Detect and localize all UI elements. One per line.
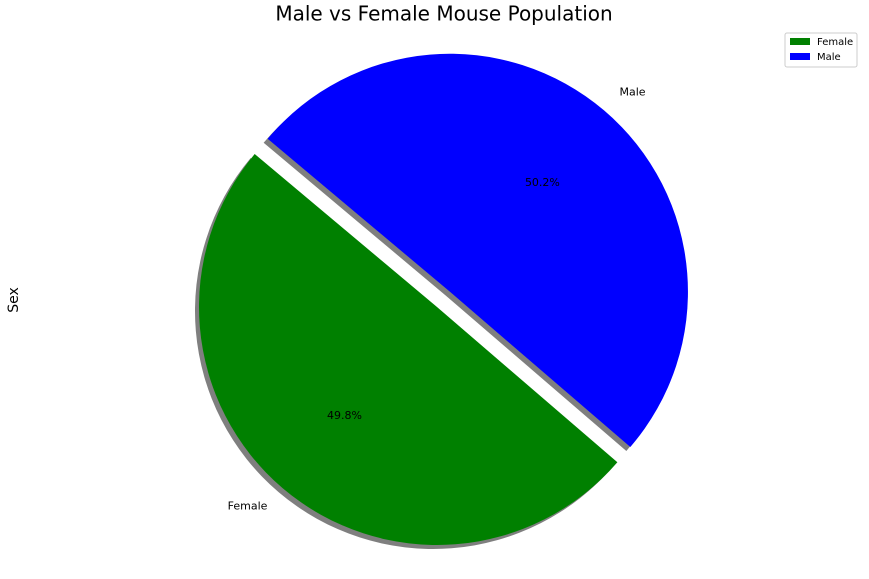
chart-title: Male vs Female Mouse Population — [275, 2, 612, 26]
wedge — [267, 53, 688, 448]
legend-label: Female — [817, 37, 853, 48]
legend-swatch — [790, 53, 810, 60]
legend-swatch — [790, 38, 810, 45]
wedge-label: Male — [619, 85, 645, 98]
legend-label: Male — [817, 52, 841, 63]
wedge-label: Female — [228, 499, 268, 512]
value-label: 49.8% — [327, 409, 362, 422]
wedge — [198, 154, 618, 546]
value-label: 50.2% — [525, 176, 560, 189]
y-axis-label: Sex — [6, 287, 22, 313]
